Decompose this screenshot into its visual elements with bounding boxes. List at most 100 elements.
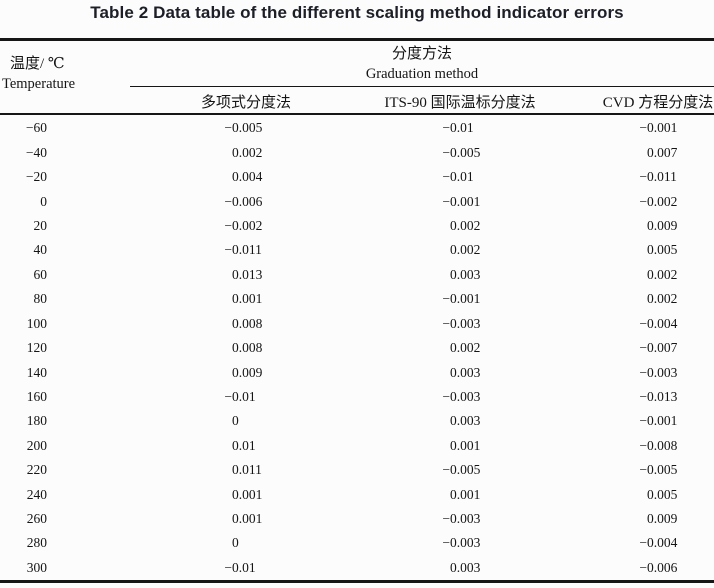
temperature-cell: 240 (26, 486, 47, 502)
polynomial-value-cell: −0.006 (224, 193, 263, 209)
cvd-value-cell: 0.002 (647, 291, 678, 307)
table-row: −60 −0.005 −0.01 −0.001 (0, 116, 714, 140)
temperature-cell: 260 (26, 510, 47, 526)
group-header-rule (130, 86, 714, 88)
table-bottom-rule (0, 580, 714, 583)
polynomial-value-cell: 0 (232, 535, 239, 551)
cvd-value-cell: 0.009 (647, 218, 678, 234)
column-header-its90: ITS-90 国际温标分度法 (384, 95, 536, 111)
minus-sign: − (442, 193, 450, 209)
cvd-value-cell: −0.013 (639, 388, 678, 404)
table-row: 40 −0.011 0.002 0.005 (0, 238, 714, 262)
header-body-rule (0, 112, 714, 115)
minus-sign: − (442, 169, 450, 185)
minus-sign: − (639, 169, 647, 185)
minus-sign: − (639, 193, 647, 209)
temperature-cell: −60 (25, 120, 47, 136)
cvd-value-cell: −0.004 (639, 535, 678, 551)
table-row: 60 0.013 0.003 0.002 (0, 262, 714, 286)
temperature-cell: 80 (33, 291, 48, 307)
polynomial-value-cell: −0.011 (224, 242, 262, 258)
cvd-value-cell: 0.005 (647, 242, 678, 258)
cvd-value-cell: −0.006 (639, 559, 678, 575)
its90-value-cell: 0.002 (450, 242, 481, 258)
polynomial-value-cell: 0.008 (232, 340, 263, 356)
minus-sign: − (442, 462, 450, 478)
its90-value-cell: 0.003 (450, 266, 481, 282)
table-row: 20 −0.002 0.002 0.009 (0, 214, 714, 238)
cvd-value-cell: −0.005 (639, 462, 678, 478)
table-top-rule (0, 38, 714, 41)
its90-value-cell: −0.01 (442, 169, 474, 185)
polynomial-value-cell: −0.01 (224, 388, 256, 404)
polynomial-value-cell: 0.008 (232, 315, 263, 331)
minus-sign: − (224, 388, 232, 404)
minus-sign: − (442, 120, 450, 136)
cvd-value-cell: −0.011 (639, 169, 677, 185)
polynomial-value-cell: −0.01 (224, 559, 256, 575)
temperature-cell: 100 (26, 315, 47, 331)
cvd-value-cell: −0.007 (639, 340, 678, 356)
table-row: 260 0.001 −0.003 0.009 (0, 507, 714, 531)
minus-sign: − (639, 340, 647, 356)
cvd-value-cell: −0.008 (639, 437, 678, 453)
its90-value-cell: 0.003 (450, 413, 481, 429)
its90-value-cell: −0.01 (442, 120, 474, 136)
temperature-cell: 40 (33, 242, 48, 258)
minus-sign: − (639, 388, 647, 404)
table-title: Table 2 Data table of the different scal… (90, 3, 624, 22)
polynomial-value-cell: 0.011 (232, 462, 262, 478)
its90-value-cell: −0.003 (442, 535, 481, 551)
its90-value-cell: −0.005 (442, 144, 481, 160)
table-row: 120 0.008 0.002 −0.007 (0, 336, 714, 360)
table-row: 220 0.011 −0.005 −0.005 (0, 458, 714, 482)
its90-value-cell: −0.003 (442, 388, 481, 404)
minus-sign: − (442, 510, 450, 526)
table-row: −40 0.002 −0.005 0.007 (0, 140, 714, 164)
temperature-cell: 180 (26, 413, 47, 429)
polynomial-value-cell: 0 (232, 413, 239, 429)
group-header-label-en: Graduation method (365, 66, 479, 82)
polynomial-value-cell: 0.001 (232, 291, 263, 307)
temperature-cell: 300 (26, 559, 47, 575)
its90-value-cell: 0.002 (450, 340, 481, 356)
table-row: 240 0.001 0.001 0.005 (0, 482, 714, 506)
cvd-value-cell: −0.001 (639, 120, 678, 136)
minus-sign: − (442, 291, 450, 307)
table-row: 300 −0.01 0.003 −0.006 (0, 555, 714, 579)
temperature-cell: 20 (33, 218, 48, 234)
table-row: 280 0 −0.003 −0.004 (0, 531, 714, 555)
minus-sign: − (639, 413, 647, 429)
table-row: 0 −0.006 −0.001 −0.002 (0, 189, 714, 213)
minus-sign: − (639, 364, 647, 380)
its90-value-cell: −0.005 (442, 462, 481, 478)
its90-value-cell: −0.003 (442, 315, 481, 331)
its90-value-cell: 0.002 (450, 218, 481, 234)
its90-value-cell: 0.003 (450, 559, 481, 575)
minus-sign: − (442, 388, 450, 404)
table-row: −20 0.004 −0.01 −0.011 (0, 165, 714, 189)
minus-sign: − (639, 535, 647, 551)
minus-sign: − (639, 462, 647, 478)
its90-value-cell: 0.001 (450, 486, 481, 502)
cvd-value-cell: −0.002 (639, 193, 678, 209)
cvd-value-cell: 0.009 (647, 510, 678, 526)
minus-sign: − (639, 315, 647, 331)
row-header-label-en: Temperature (2, 76, 76, 92)
its90-value-cell: 0.003 (450, 364, 481, 380)
minus-sign: − (224, 242, 232, 258)
minus-sign: − (224, 559, 232, 575)
polynomial-value-cell: 0.001 (232, 510, 263, 526)
table-body: −60−0.005−0.01−0.001 −40 0.002−0.005 0.007−… (0, 116, 714, 580)
cvd-value-cell: −0.004 (639, 315, 678, 331)
minus-sign: − (442, 144, 450, 160)
polynomial-value-cell: 0.002 (232, 144, 263, 160)
temperature-cell: 280 (26, 535, 47, 551)
its90-value-cell: −0.001 (442, 291, 481, 307)
table-row: 140 0.009 0.003 −0.003 (0, 360, 714, 384)
table-row: 100 0.008 −0.003 −0.004 (0, 311, 714, 335)
temperature-cell: 160 (26, 388, 47, 404)
polynomial-value-cell: −0.005 (224, 120, 263, 136)
cvd-value-cell: −0.003 (639, 364, 678, 380)
